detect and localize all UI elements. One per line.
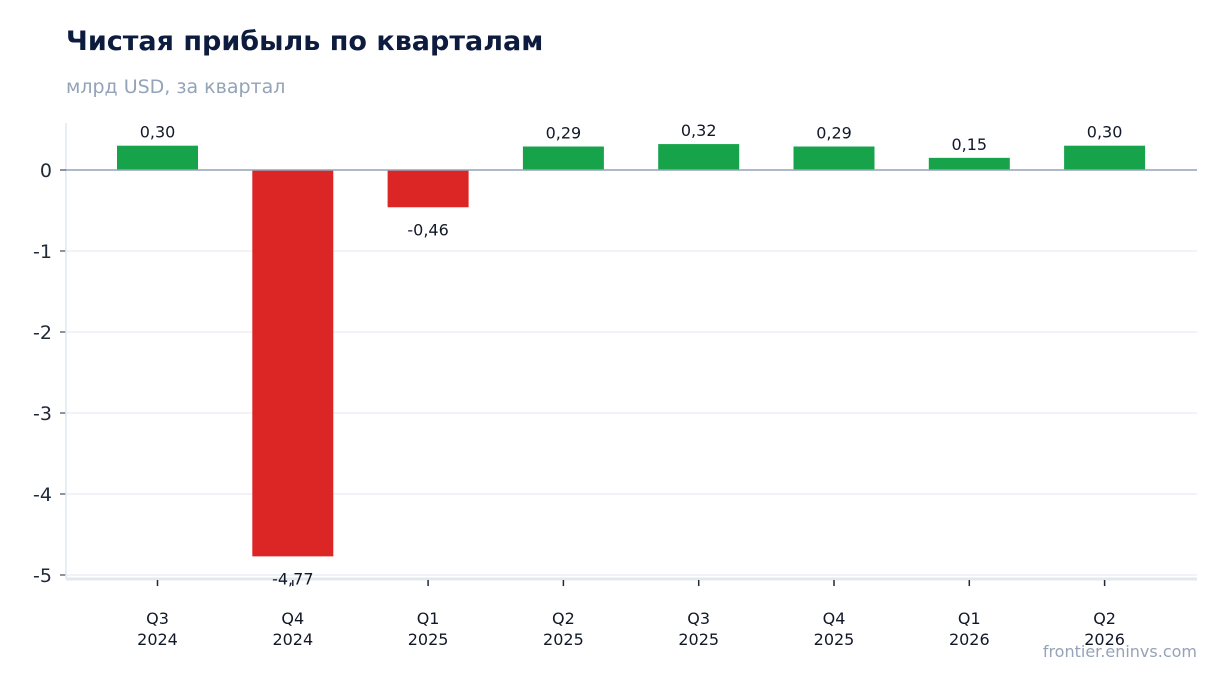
value-label: 0,29 [816,124,852,143]
bar [793,146,875,170]
x-tick-label-year: 2025 [814,630,855,649]
chart-title: Чистая прибыль по кварталам [66,26,544,57]
value-label: -4,77 [272,569,313,588]
bar [928,157,1010,170]
value-label: 0,29 [546,124,582,143]
x-tick-label: Q2 [1093,609,1116,628]
value-label: -0,46 [407,220,448,239]
x-tick-label: Q2 [552,609,575,628]
value-label: 0,32 [681,121,717,140]
bar [1064,145,1146,170]
y-tick-label: -3 [33,403,52,425]
y-tick-label: 0 [40,160,52,182]
bar [387,170,469,208]
axes [60,123,1197,587]
y-tick-label: -4 [33,484,52,506]
y-tick-label: -5 [33,565,52,587]
x-tick-label: Q4 [281,609,304,628]
bar [117,145,198,170]
x-tick-label: Q3 [146,609,169,628]
bar [252,170,334,557]
x-tick-label-year: 2025 [678,630,719,649]
x-tick-label-year: 2025 [408,630,449,649]
y-tick-label: -2 [33,322,52,344]
value-label: 0,30 [1087,123,1123,142]
bars [66,144,1197,557]
chart-subtitle: млрд USD, за квартал [66,76,286,98]
grid-lines [66,250,1197,576]
labels: 0 -1 -2 -3 -4 -5 0,30 Q3 2024 -4,77 Q4 2024 -0,46 Q1 2… [33,121,1125,649]
source-credit: frontier.eninvs.com [1042,642,1197,661]
x-tick-label: Q3 [687,609,710,628]
x-tick-label: Q1 [958,609,981,628]
x-tick-label: Q4 [823,609,846,628]
x-tick-label: Q1 [417,609,440,628]
y-tick-label: -1 [33,241,52,263]
value-label: 0,15 [951,135,987,154]
bar [522,146,604,170]
x-tick-label-year: 2026 [1084,630,1125,649]
x-tick-label-year: 2024 [272,630,313,649]
bar [658,144,740,170]
value-label: 0,30 [140,123,176,142]
x-tick-label-year: 2024 [137,630,178,649]
x-tick-label-year: 2026 [949,630,990,649]
x-tick-label-year: 2025 [543,630,584,649]
